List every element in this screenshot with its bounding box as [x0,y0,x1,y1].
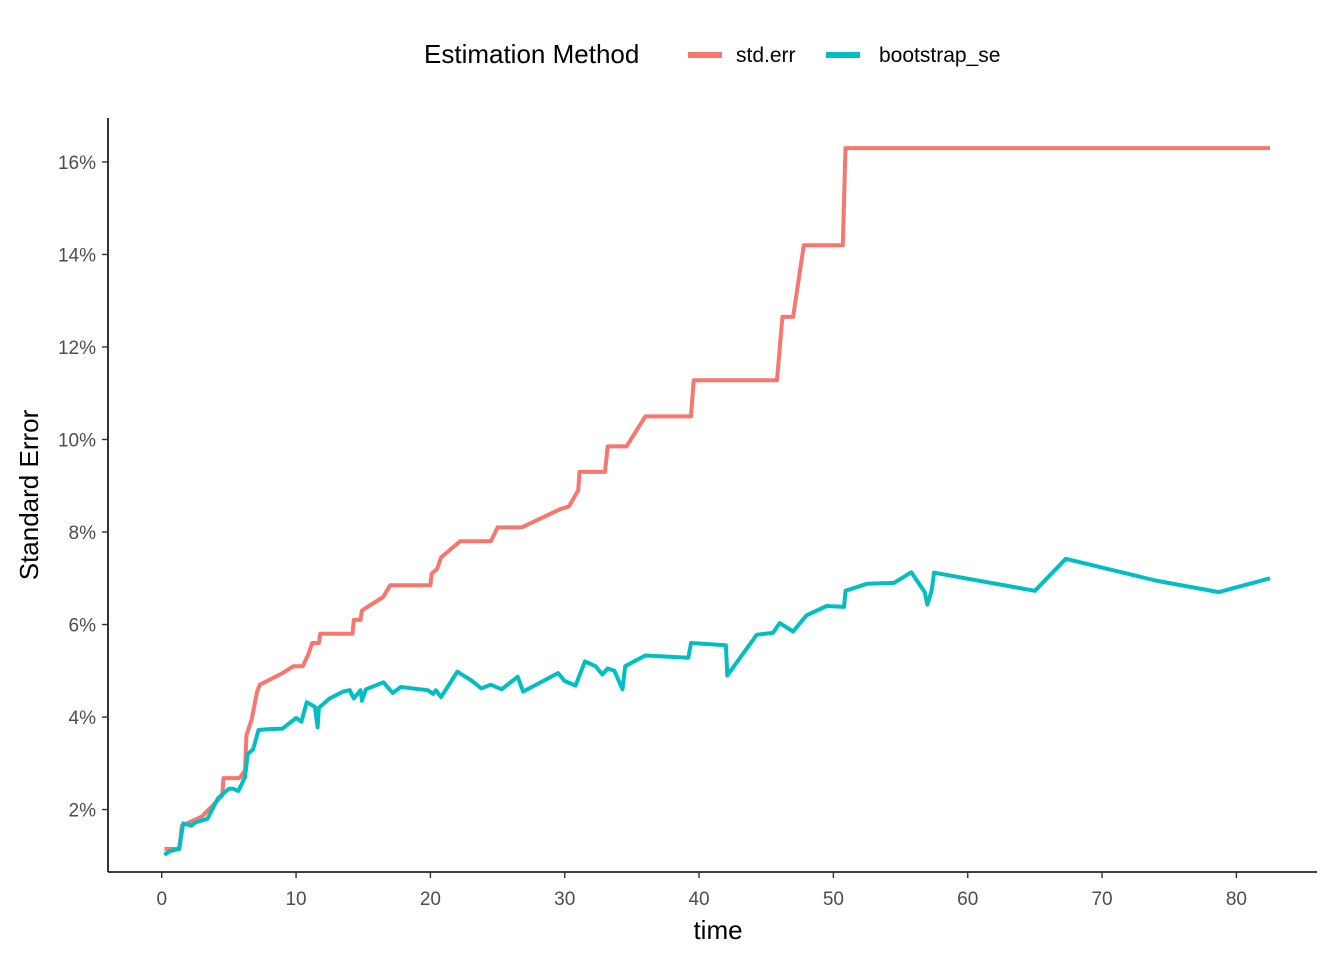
x-tick-label: 70 [1091,889,1112,910]
legend-label-bootstrap-se: bootstrap_se [879,44,1000,67]
x-tick-label: 60 [957,889,978,910]
series-line-std-err [164,146,1270,851]
x-tick-label: 40 [688,889,709,910]
x-tick-label: 0 [156,889,167,910]
x-axis-title: time [693,915,742,945]
x-tick-label: 20 [420,889,441,910]
x-axis-ticks: 0 10 20 30 40 50 60 70 80 [156,872,1247,910]
y-tick-label: 10% [58,430,96,451]
x-tick-label: 50 [823,889,844,910]
legend-label-std-err: std.err [736,44,796,67]
legend-title: Estimation Method [424,39,639,69]
series-line-bootstrap-se [163,556,1271,857]
x-tick-label: 10 [285,889,306,910]
y-tick-label: 8% [69,523,97,544]
series-lines [163,146,1271,857]
y-tick-label: 2% [69,801,97,822]
y-tick-label: 16% [58,153,96,174]
y-tick-label: 6% [69,616,97,637]
y-axis-ticks: 2% 4% 6% 8% 10% 12% 14% 16% [58,153,108,822]
y-tick-label: 4% [69,708,97,729]
y-axis-title: Standard Error [14,409,44,580]
y-tick-label: 12% [58,338,96,359]
y-tick-label: 14% [58,245,96,266]
x-tick-label: 30 [554,889,575,910]
legend: Estimation Method std.err bootstrap_se [424,39,1000,69]
x-tick-label: 80 [1226,889,1247,910]
